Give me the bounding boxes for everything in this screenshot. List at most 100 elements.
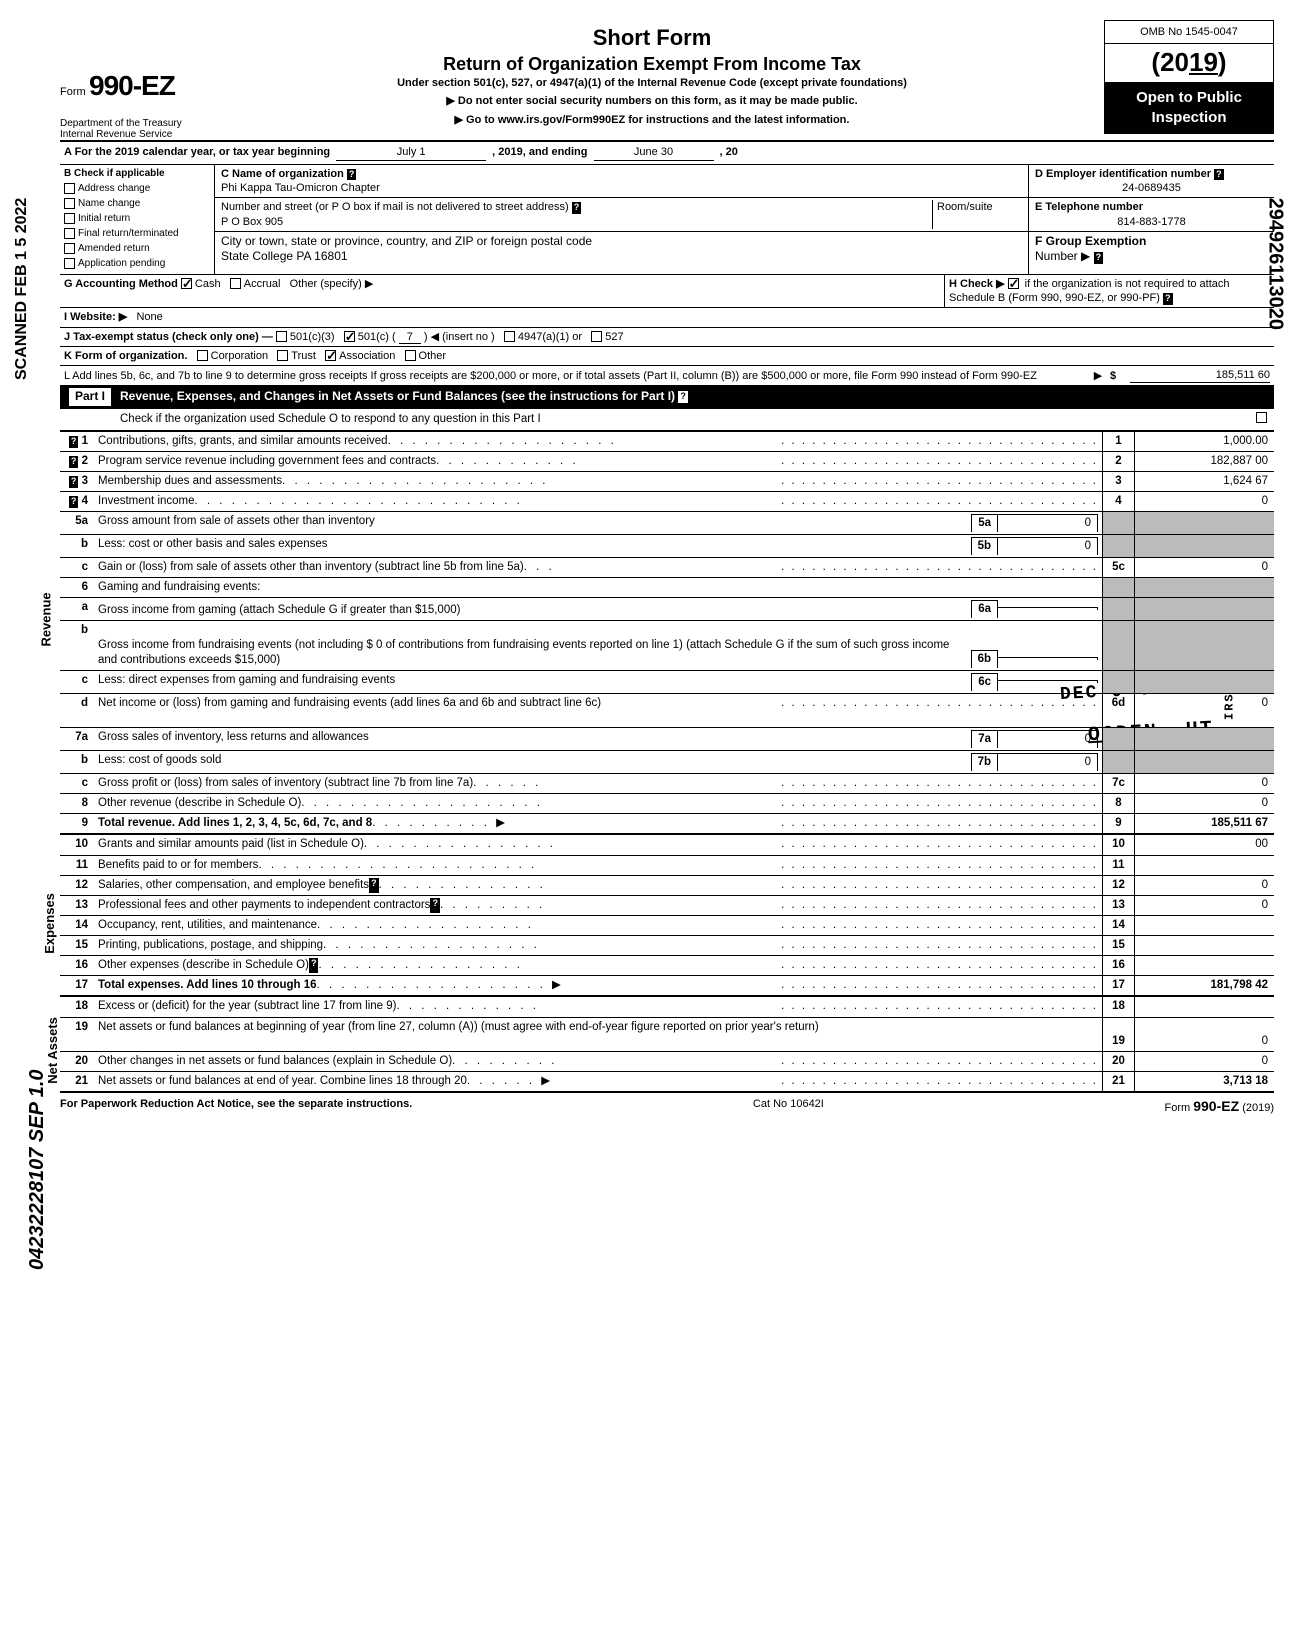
- ein-value[interactable]: 24-0689435: [1035, 181, 1268, 195]
- line-12: 12 Salaries, other compensation, and emp…: [60, 875, 1274, 895]
- help-icon[interactable]: ?: [1214, 169, 1224, 181]
- chk-association[interactable]: [325, 350, 336, 361]
- title-short-form: Short Form: [218, 24, 1086, 53]
- help-icon[interactable]: ?: [69, 476, 79, 488]
- gh-row: G Accounting Method Cash Accrual Other (…: [60, 274, 1274, 308]
- chk-527[interactable]: [591, 331, 602, 342]
- expenses-side-label: Expenses: [42, 893, 59, 954]
- line-4-value[interactable]: 0: [1134, 492, 1274, 511]
- line-12-value[interactable]: 0: [1134, 876, 1274, 895]
- help-icon[interactable]: ?: [369, 878, 379, 893]
- city-value[interactable]: State College PA 16801: [221, 249, 348, 263]
- line-5b-value[interactable]: 0: [998, 537, 1098, 555]
- revenue-side-label: Revenue: [39, 592, 56, 646]
- website-value[interactable]: None: [136, 311, 162, 323]
- help-icon[interactable]: ?: [1094, 252, 1104, 264]
- chk-amended-return[interactable]: Amended return: [64, 242, 210, 255]
- line-3-value[interactable]: 1,624 67: [1134, 472, 1274, 491]
- chk-501c3[interactable]: [276, 331, 287, 342]
- line-20-value[interactable]: 0: [1134, 1052, 1274, 1071]
- help-icon[interactable]: ?: [572, 202, 582, 214]
- line-15-value[interactable]: [1134, 936, 1274, 955]
- line-5a-value[interactable]: 0: [998, 514, 1098, 532]
- street-value[interactable]: P O Box 905: [221, 216, 283, 228]
- chk-application-pending[interactable]: Application pending: [64, 257, 210, 270]
- line-10-value[interactable]: 00: [1134, 835, 1274, 855]
- line-15: 15 Printing, publications, postage, and …: [60, 935, 1274, 955]
- line-7b-value[interactable]: 0: [998, 753, 1098, 771]
- ssn-warning: ▶ Do not enter social security numbers o…: [218, 94, 1086, 108]
- gross-receipts[interactable]: 185,511 60: [1130, 368, 1270, 383]
- line-1: ? 1 Contributions, gifts, grants, and si…: [60, 431, 1274, 451]
- chk-4947a1[interactable]: [504, 331, 515, 342]
- line-7a: 7a Gross sales of inventory, less return…: [60, 727, 1274, 750]
- paperwork-notice: For Paperwork Reduction Act Notice, see …: [60, 1097, 412, 1115]
- chk-schedule-o[interactable]: [1256, 412, 1267, 423]
- 501c-number[interactable]: 7: [399, 331, 421, 344]
- help-icon[interactable]: ?: [678, 391, 688, 403]
- help-icon[interactable]: ?: [69, 496, 79, 508]
- line-2: ? 2 Program service revenue including go…: [60, 451, 1274, 471]
- line-6b-value[interactable]: [998, 657, 1098, 660]
- line-19-value[interactable]: 0: [1134, 1018, 1274, 1051]
- section-c: C Name of organization ? Phi Kappa Tau-O…: [215, 165, 1029, 274]
- chk-corporation[interactable]: [197, 350, 208, 361]
- accounting-other: Other (specify) ▶: [290, 278, 374, 290]
- chk-schedule-b-not-required[interactable]: [1008, 278, 1019, 289]
- part-i-schedo: Check if the organization used Schedule …: [60, 409, 1274, 431]
- line-6c-value[interactable]: [998, 680, 1098, 683]
- line-1-value[interactable]: 1,000.00: [1134, 432, 1274, 451]
- tax-year-begin[interactable]: July 1: [336, 145, 486, 160]
- line-6a-value[interactable]: [998, 607, 1098, 610]
- section-d-label: D Employer identification number: [1035, 168, 1211, 180]
- phone-value[interactable]: 814-883-1778: [1035, 215, 1268, 229]
- tax-year-end-month[interactable]: June 30: [594, 145, 714, 160]
- line-2-value[interactable]: 182,887 00: [1134, 452, 1274, 471]
- help-icon[interactable]: ?: [1163, 293, 1173, 305]
- chk-initial-return[interactable]: Initial return: [64, 212, 210, 225]
- section-f: F Group Exemption Number ▶ ?: [1029, 232, 1274, 267]
- line-13-value[interactable]: 0: [1134, 896, 1274, 915]
- title-box: Short Form Return of Organization Exempt…: [210, 20, 1094, 135]
- line-11: 11 Benefits paid to or for members. . . …: [60, 855, 1274, 875]
- line-17-value[interactable]: 181,798 42: [1134, 976, 1274, 995]
- line-8-value[interactable]: 0: [1134, 794, 1274, 813]
- section-a-label: A For the 2019 calendar year, or tax yea…: [64, 145, 330, 159]
- chk-final-return[interactable]: Final return/terminated: [64, 227, 210, 240]
- org-name[interactable]: Phi Kappa Tau-Omicron Chapter: [221, 182, 380, 194]
- line-16-value[interactable]: [1134, 956, 1274, 975]
- line-6c: c Less: direct expenses from gaming and …: [60, 670, 1274, 693]
- room-suite: Room/suite: [932, 200, 1022, 229]
- chk-501c[interactable]: [344, 331, 355, 342]
- line-7a-value[interactable]: 0: [998, 730, 1098, 748]
- chk-cash[interactable]: [181, 278, 192, 289]
- help-icon[interactable]: ?: [309, 958, 319, 973]
- section-a-row: A For the 2019 calendar year, or tax yea…: [60, 140, 1274, 163]
- help-icon[interactable]: ?: [430, 898, 440, 913]
- line-17: 17 Total expenses. Add lines 10 through …: [60, 975, 1274, 995]
- chk-name-change[interactable]: Name change: [64, 197, 210, 210]
- line-16: 16 Other expenses (describe in Schedule …: [60, 955, 1274, 975]
- street-label: Number and street (or P O box if mail is…: [221, 201, 569, 213]
- help-icon[interactable]: ?: [69, 456, 79, 468]
- line-5c-value[interactable]: 0: [1134, 558, 1274, 577]
- line-18: 18 Excess or (deficit) for the year (sub…: [60, 997, 1274, 1017]
- chk-address-change[interactable]: Address change: [64, 182, 210, 195]
- line-14-value[interactable]: [1134, 916, 1274, 935]
- section-h-label: H Check ▶: [949, 278, 1005, 290]
- help-icon[interactable]: ?: [347, 169, 357, 181]
- line-9-value[interactable]: 185,511 67: [1134, 814, 1274, 833]
- chk-other-org[interactable]: [405, 350, 416, 361]
- line-11-value[interactable]: [1134, 856, 1274, 875]
- schedo-text: Check if the organization used Schedule …: [120, 412, 1256, 427]
- line-18-value[interactable]: [1134, 997, 1274, 1017]
- help-icon[interactable]: ?: [69, 436, 79, 448]
- chk-accrual[interactable]: [230, 278, 241, 289]
- line-7c-value[interactable]: 0: [1134, 774, 1274, 793]
- section-a-mid: , 2019, and ending: [492, 145, 587, 159]
- line-10: 10 Grants and similar amounts paid (list…: [60, 835, 1274, 855]
- form-number: 990-EZ: [89, 70, 175, 101]
- chk-trust[interactable]: [277, 350, 288, 361]
- line-21-value[interactable]: 3,713 18: [1134, 1072, 1274, 1091]
- line-6d-value[interactable]: 0: [1134, 694, 1274, 727]
